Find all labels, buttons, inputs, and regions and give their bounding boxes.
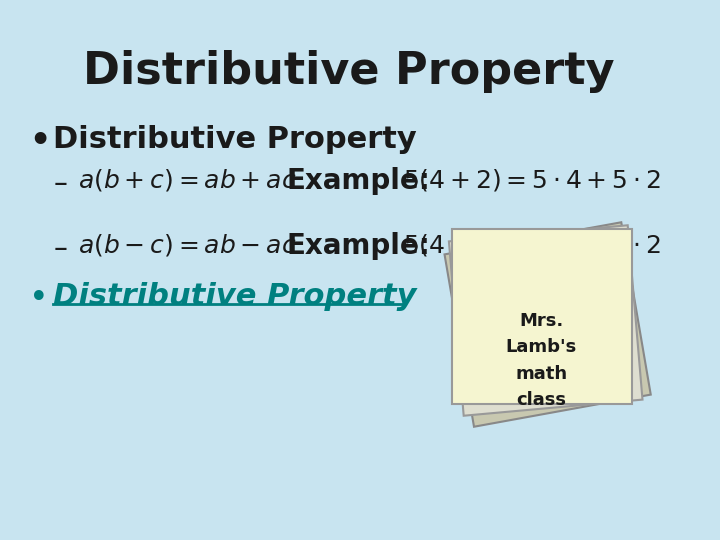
Text: Example:: Example: — [286, 232, 430, 260]
Text: $5(4+2) = 5 \cdot 4 + 5 \cdot 2$: $5(4+2) = 5 \cdot 4 + 5 \cdot 2$ — [402, 167, 660, 193]
Text: $a(b-c) = ab-ac$: $a(b-c) = ab-ac$ — [78, 232, 296, 258]
Text: •: • — [29, 125, 50, 158]
Text: Distributive Property: Distributive Property — [84, 50, 615, 93]
Polygon shape — [444, 222, 651, 427]
Polygon shape — [449, 225, 642, 416]
Text: Mrs.
Lamb's
math
class: Mrs. Lamb's math class — [505, 312, 577, 409]
Text: Example:: Example: — [286, 167, 430, 195]
Text: –: – — [53, 235, 67, 263]
Text: Distributive Property: Distributive Property — [53, 282, 417, 311]
Polygon shape — [452, 229, 631, 404]
Text: Distributive Property: Distributive Property — [53, 125, 417, 154]
Text: •: • — [29, 282, 49, 315]
Text: –: – — [53, 170, 67, 198]
Text: $5(4-2) = 5 \cdot 4 - 5 \cdot 2$: $5(4-2) = 5 \cdot 4 - 5 \cdot 2$ — [402, 232, 660, 258]
Text: $a(b+c) = ab+ac$: $a(b+c) = ab+ac$ — [78, 167, 296, 193]
